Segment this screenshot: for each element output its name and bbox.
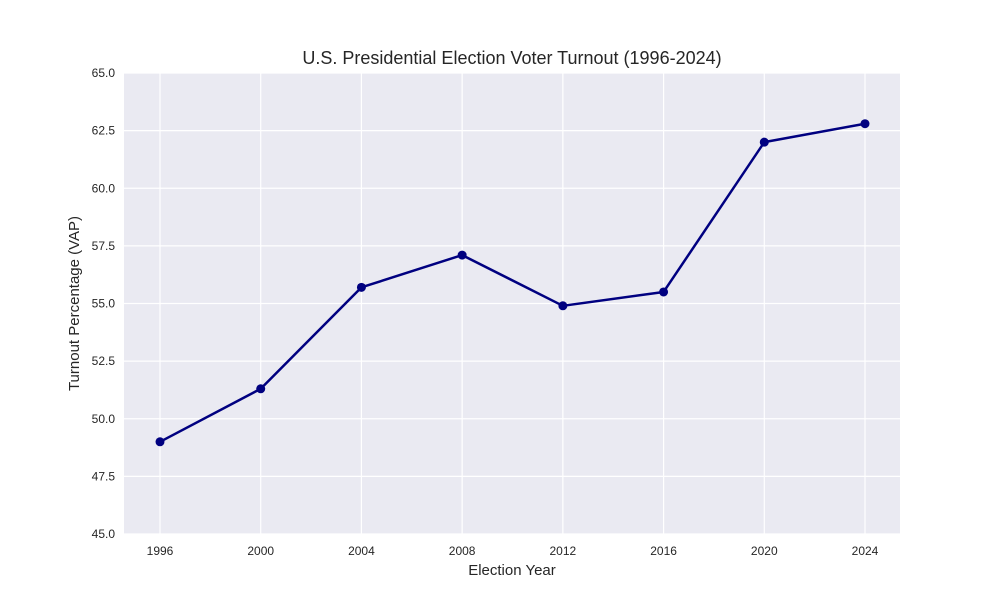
- series-layer: [155, 119, 870, 447]
- data-point: [558, 301, 568, 311]
- data-point: [256, 384, 266, 394]
- data-point: [759, 137, 769, 147]
- x-tick-label: 2020: [751, 544, 778, 558]
- y-tick-label: 65.0: [92, 66, 116, 80]
- x-tick-label: 2004: [348, 544, 375, 558]
- y-axis-label: Turnout Percentage (VAP): [66, 216, 83, 391]
- y-tick-label: 52.5: [92, 354, 116, 368]
- x-tick-label: 2024: [852, 544, 879, 558]
- y-tick-label: 55.0: [92, 297, 116, 311]
- y-tick-label: 60.0: [92, 181, 116, 195]
- y-tick-label: 62.5: [92, 124, 116, 138]
- grid-lines: [124, 72, 900, 535]
- data-point: [457, 250, 467, 260]
- x-axis-label: Election Year: [468, 562, 556, 579]
- series-line: [158, 122, 867, 444]
- y-tick-labels: 45.0 47.5 50.0 52.5 55.0 57.5 60.0 62.5 65.0: [92, 66, 116, 541]
- x-tick-label: 2008: [449, 544, 476, 558]
- x-tick-label: 2000: [247, 544, 274, 558]
- y-tick-label: 50.0: [92, 412, 116, 426]
- y-tick-label: 45.0: [92, 527, 116, 541]
- x-tick-labels: 1996 2000 2004 2008 2012 2016 2020 2024: [147, 544, 879, 558]
- y-tick-label: 57.5: [92, 239, 116, 253]
- data-point: [356, 282, 366, 292]
- y-tick-label: 47.5: [92, 469, 116, 483]
- data-point: [659, 287, 669, 297]
- x-tick-label: 1996: [147, 544, 174, 558]
- data-point: [155, 437, 165, 447]
- x-tick-label: 2012: [550, 544, 577, 558]
- data-point: [860, 119, 870, 129]
- chart-title: U.S. Presidential Election Voter Turnout…: [302, 48, 721, 68]
- x-tick-label: 2016: [650, 544, 677, 558]
